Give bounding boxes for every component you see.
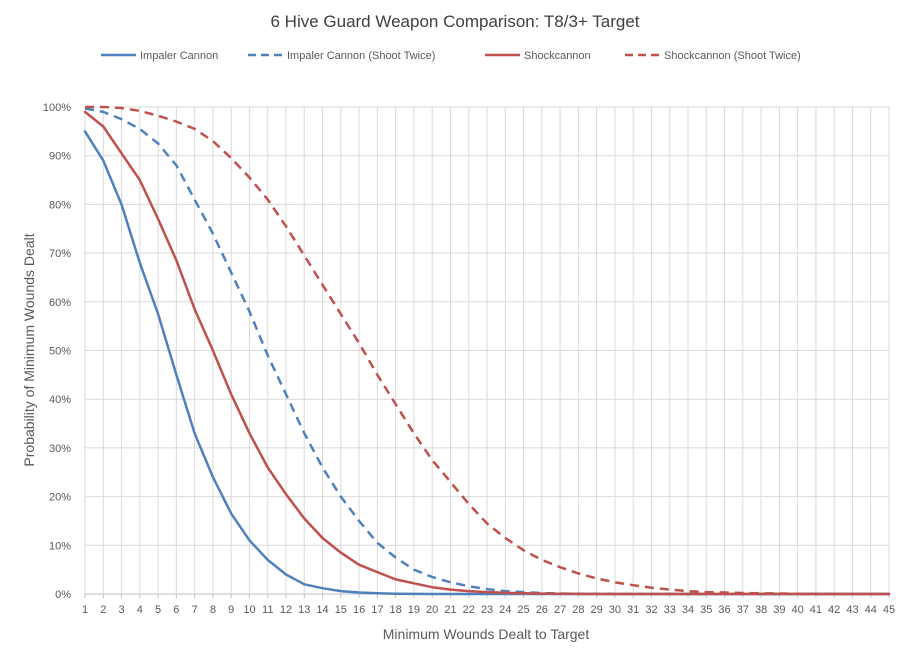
x-tick-label: 36 <box>718 604 730 616</box>
y-tick-label: 60% <box>49 297 71 309</box>
legend-label-1: Impaler Cannon <box>140 50 218 62</box>
x-tick-label: 34 <box>682 604 694 616</box>
x-tick-label: 2 <box>100 604 106 616</box>
y-tick-label: 20% <box>49 492 71 504</box>
x-tick-label: 29 <box>591 604 603 616</box>
x-tick-label: 43 <box>846 604 858 616</box>
x-tick-label: 7 <box>192 604 198 616</box>
x-tick-label: 11 <box>262 604 273 616</box>
y-axis-title: Probability of Minimum Wounds Dealt <box>21 233 37 466</box>
x-tick-label: 26 <box>536 604 548 616</box>
y-tick-label: 0% <box>55 589 71 601</box>
series-group <box>83 105 891 596</box>
x-tick-label: 45 <box>883 604 895 616</box>
x-tick-label: 44 <box>865 604 877 616</box>
x-tick-label: 19 <box>408 604 420 616</box>
x-tick-label: 33 <box>664 604 676 616</box>
x-tick-label: 22 <box>463 604 475 616</box>
series-line-4 <box>85 105 889 596</box>
x-tick-label: 9 <box>228 604 234 616</box>
series-line-2 <box>84 107 889 596</box>
x-tick-label: 17 <box>371 604 383 616</box>
x-tick-label: 15 <box>335 604 347 616</box>
x-tick-label: 27 <box>554 604 566 616</box>
x-tick-label: 14 <box>316 604 328 616</box>
x-tick-label: 21 <box>444 604 456 616</box>
grid <box>84 106 890 598</box>
legend-label-3: Shockcannon <box>524 50 591 62</box>
x-tick-label: 3 <box>118 604 124 616</box>
x-tick-label: 8 <box>210 604 216 616</box>
x-tick-label: 28 <box>572 604 584 616</box>
x-tick-label: 4 <box>137 604 143 616</box>
y-tick-label: 40% <box>49 394 71 406</box>
y-tick-label: 50% <box>49 346 71 358</box>
tick-labels: 0%10%20%30%40%50%60%70%80%90%100%1 2 3 4 5 6 7… <box>43 102 895 616</box>
legend: Impaler Cannon Impaler Cannon (Shoot Twic… <box>101 50 801 62</box>
x-tick-label: 35 <box>700 604 712 616</box>
x-tick-label: 13 <box>298 604 310 616</box>
x-tick-label: 25 <box>517 604 529 616</box>
y-tick-label: 30% <box>49 443 71 455</box>
x-axis-title: Minimum Wounds Dealt to Target <box>383 626 590 642</box>
y-tick-label: 80% <box>49 199 71 211</box>
x-tick-label: 1 <box>82 604 88 616</box>
x-tick-label: 41 <box>810 604 822 616</box>
x-tick-label: 12 <box>280 604 292 616</box>
x-tick-label: 39 <box>773 604 785 616</box>
y-tick-label: 10% <box>49 540 71 552</box>
x-tick-label: 38 <box>755 604 767 616</box>
x-tick-label: 30 <box>609 604 621 616</box>
x-tick-label: 24 <box>499 604 511 616</box>
x-tick-label: 16 <box>353 604 365 616</box>
x-tick-label: 32 <box>645 604 657 616</box>
x-tick-label: 37 <box>737 604 749 616</box>
x-tick-label: 10 <box>243 604 255 616</box>
legend-label-2: Impaler Cannon (Shoot Twice) <box>287 50 435 62</box>
y-tick-label: 100% <box>43 102 71 114</box>
x-tick-label: 18 <box>390 604 402 616</box>
x-tick-label: 23 <box>481 604 493 616</box>
x-tick-label: 40 <box>792 604 804 616</box>
x-tick-label: 31 <box>627 604 639 616</box>
y-tick-label: 90% <box>49 151 71 163</box>
x-tick-label: 6 <box>173 604 179 616</box>
y-tick-label: 70% <box>49 248 71 260</box>
x-tick-label: 20 <box>426 604 438 616</box>
x-tick-label: 5 <box>155 604 161 616</box>
x-tick-label: 42 <box>828 604 840 616</box>
legend-label-4: Shockcannon (Shoot Twice) <box>664 50 801 62</box>
chart-title: 6 Hive Guard Weapon Comparison: T8/3+ Ta… <box>270 12 639 31</box>
